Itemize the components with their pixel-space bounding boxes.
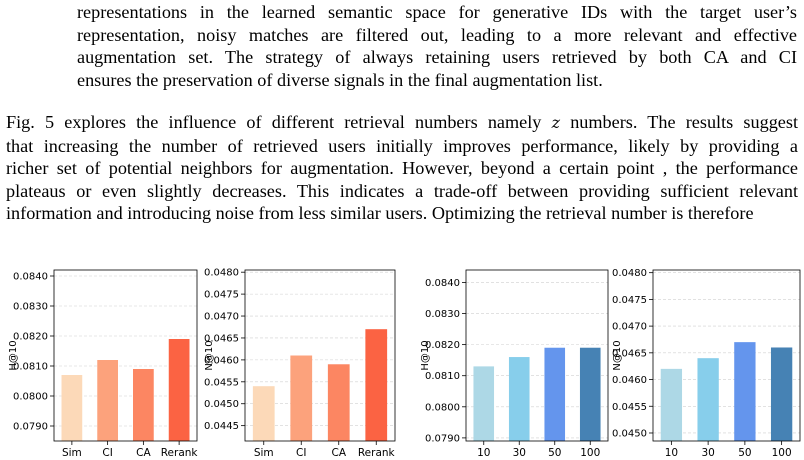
text-line: representation, noisy matches are filter… xyxy=(77,24,797,45)
text-fragment: Fig. 5 explores the influence of differe… xyxy=(6,112,552,132)
y-tick-label: 0.0455 xyxy=(612,402,647,413)
math-variable-z: z xyxy=(551,113,561,132)
bar xyxy=(252,386,275,441)
chart-h10-retrieval-number: 0.0790 0.0800 0.0810 0.0820 0.0830 0.0840 10 30… xyxy=(420,269,609,459)
text-line: richer set of potential neighbors for au… xyxy=(6,158,798,178)
bar xyxy=(697,358,719,441)
y-tick-label: 0.0465 xyxy=(612,348,647,359)
x-tick-label: 50 xyxy=(738,447,751,459)
bar xyxy=(579,347,601,441)
y-tick-label: 0.0790 xyxy=(425,433,460,444)
x-tick-label: CA xyxy=(331,447,346,459)
x-tick-label: 10 xyxy=(665,447,678,459)
y-tick-label: 0.0820 xyxy=(425,340,460,351)
y-tick-label: 0.0830 xyxy=(425,309,460,320)
text-line: augmentation set. The strategy of always… xyxy=(77,47,797,67)
bar xyxy=(473,366,495,441)
bar xyxy=(770,347,793,441)
bar xyxy=(365,329,388,441)
y-tick-label: 0.0800 xyxy=(13,392,48,403)
y-tick-label: 0.0460 xyxy=(204,355,239,366)
x-tick-label: 100 xyxy=(580,447,600,459)
x-tick-label: Rerank xyxy=(358,447,396,459)
text-fragment: numbers. The results suggest xyxy=(560,112,798,132)
y-axis-label: N@10 xyxy=(612,340,623,370)
bar xyxy=(133,369,154,441)
text-line: plateaus or even slightly decreases. Thi… xyxy=(6,180,798,201)
bar xyxy=(97,360,118,441)
x-tick-label: 100 xyxy=(772,447,792,459)
y-tick-label: 0.0820 xyxy=(13,332,48,343)
plot-frame xyxy=(465,269,609,442)
x-tick-label: CI xyxy=(296,447,306,459)
x-tick-label: 50 xyxy=(548,447,561,459)
y-tick-label: 0.0840 xyxy=(425,278,460,289)
x-tick-label: 10 xyxy=(477,447,490,459)
bar xyxy=(168,339,190,441)
y-axis-label: H@10 xyxy=(8,340,19,370)
bar xyxy=(508,357,530,441)
bar xyxy=(327,364,350,441)
x-tick-label: Sim xyxy=(62,447,82,459)
text-line: ensures the preservation of diverse sign… xyxy=(77,69,603,90)
plot-frame xyxy=(652,269,801,442)
y-axis-label: N@10 xyxy=(204,340,215,370)
y-tick-label: 0.0480 xyxy=(204,268,239,279)
y-tick-label: 0.0800 xyxy=(425,402,460,413)
bar xyxy=(290,355,313,441)
text-line: that increasing the number of retrieved … xyxy=(6,135,798,156)
x-tick-label: 30 xyxy=(701,447,714,459)
plot-frame xyxy=(53,269,198,442)
y-tick-label: 0.0470 xyxy=(612,322,647,333)
y-tick-label: 0.0465 xyxy=(204,333,239,344)
x-tick-label: Sim xyxy=(254,447,274,459)
y-tick-label: 0.0455 xyxy=(204,377,239,388)
y-tick-label: 0.0450 xyxy=(612,428,647,439)
y-tick-label: 0.0470 xyxy=(204,312,239,323)
text-line: information and introducing noise from l… xyxy=(6,203,754,223)
y-tick-label: 0.0790 xyxy=(13,422,48,433)
y-tick-label: 0.0810 xyxy=(13,362,48,373)
y-tick-label: 0.0450 xyxy=(204,399,239,410)
chart-n10-retrieval-number: 0.0450 0.0455 0.0460 0.0465 0.0470 0.0475 0.04… xyxy=(612,268,801,459)
y-tick-label: 0.0460 xyxy=(612,375,647,386)
y-axis-label: H@10 xyxy=(420,340,431,370)
y-tick-label: 0.0475 xyxy=(612,295,647,306)
x-tick-label: CI xyxy=(102,447,112,459)
text-line: representations in the learned semantic … xyxy=(77,2,797,22)
bar xyxy=(544,347,566,441)
chart-n10-retrieval-strategy: 0.0445 0.0450 0.0455 0.0460 0.0465 0.0470 0.04… xyxy=(204,268,396,459)
x-tick-label: Rerank xyxy=(161,447,199,459)
body-paragraph-2: Fig. 5 explores the influence of differe… xyxy=(6,111,798,225)
bar xyxy=(61,375,83,441)
y-tick-label: 0.0480 xyxy=(612,268,647,279)
x-tick-label: 30 xyxy=(513,447,526,459)
x-tick-label: CA xyxy=(136,447,151,459)
y-tick-label: 0.0445 xyxy=(204,421,239,432)
body-paragraph-1: representations in the learned semantic … xyxy=(77,1,797,91)
bar xyxy=(734,342,756,441)
y-tick-label: 0.0840 xyxy=(13,272,48,283)
y-tick-label: 0.0475 xyxy=(204,290,239,301)
text-line: Fig. 5 explores the influence of differe… xyxy=(6,111,798,135)
bar xyxy=(660,368,683,441)
plot-frame xyxy=(244,269,396,442)
chart-h10-retrieval-strategy: 0.0790 0.0800 0.0810 0.0820 0.0830 0.0840 Sim C… xyxy=(8,269,199,459)
y-tick-label: 0.0810 xyxy=(425,371,460,382)
y-tick-label: 0.0830 xyxy=(13,302,48,313)
